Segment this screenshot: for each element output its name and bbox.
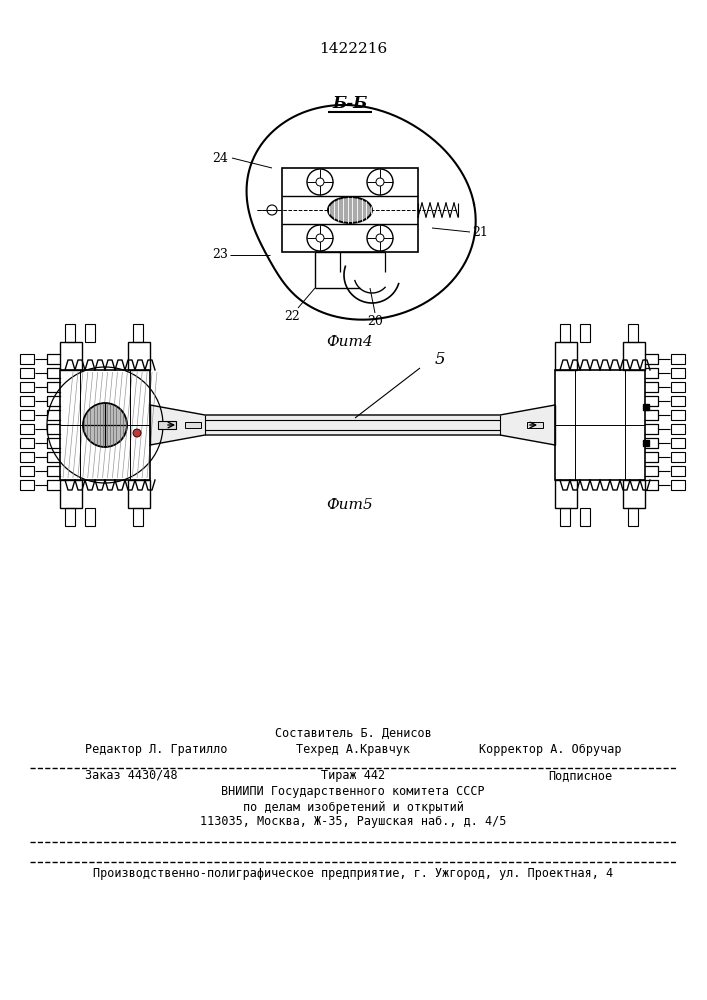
Text: 21: 21 <box>472 226 488 238</box>
Bar <box>20 354 34 364</box>
Bar <box>671 452 685 462</box>
Bar <box>555 342 577 370</box>
Text: 20: 20 <box>367 315 383 328</box>
Text: Техред А.Кравчук: Техред А.Кравчук <box>296 743 410 756</box>
Text: Заказ 4430/48: Заказ 4430/48 <box>85 769 177 782</box>
Bar <box>671 424 685 434</box>
Bar <box>185 422 201 428</box>
Bar <box>560 508 570 526</box>
Bar <box>20 424 34 434</box>
Bar <box>65 324 75 342</box>
Bar <box>133 508 143 526</box>
Bar <box>60 480 82 508</box>
Text: Корректор А. Обручар: Корректор А. Обручар <box>479 743 622 756</box>
Bar <box>20 480 34 490</box>
Bar <box>671 410 685 420</box>
Bar <box>20 396 34 406</box>
Text: Фит5: Фит5 <box>327 498 373 512</box>
Bar <box>65 508 75 526</box>
Text: Подписное: Подписное <box>548 769 612 782</box>
Bar <box>671 368 685 378</box>
Ellipse shape <box>328 197 372 223</box>
Text: 23: 23 <box>212 248 228 261</box>
Circle shape <box>83 403 127 447</box>
Bar <box>623 342 645 370</box>
Bar <box>60 370 150 480</box>
Bar <box>60 342 82 370</box>
Circle shape <box>133 429 141 437</box>
Bar <box>128 342 150 370</box>
Text: Составитель Б. Денисов: Составитель Б. Денисов <box>274 727 431 740</box>
Polygon shape <box>150 405 555 445</box>
Bar <box>555 480 577 508</box>
Bar <box>560 324 570 342</box>
Bar <box>671 466 685 476</box>
Bar <box>85 508 95 526</box>
Bar <box>628 324 638 342</box>
Bar <box>671 438 685 448</box>
Text: 24: 24 <box>212 151 228 164</box>
Bar <box>20 452 34 462</box>
Bar <box>20 438 34 448</box>
Circle shape <box>316 234 324 242</box>
Bar <box>20 382 34 392</box>
Text: 1422216: 1422216 <box>319 42 387 56</box>
Circle shape <box>376 178 384 186</box>
Circle shape <box>376 234 384 242</box>
Bar <box>671 354 685 364</box>
Bar <box>527 422 543 428</box>
Bar <box>20 410 34 420</box>
Text: Б-Б: Б-Б <box>332 95 368 112</box>
Bar <box>671 396 685 406</box>
Bar <box>85 324 95 342</box>
Bar <box>20 368 34 378</box>
Text: по делам изобретений и открытий: по делам изобретений и открытий <box>243 801 463 814</box>
Text: 113035, Москва, Ж-35, Раушская наб., д. 4/5: 113035, Москва, Ж-35, Раушская наб., д. … <box>200 815 506 828</box>
Bar <box>671 480 685 490</box>
Text: Редактор Л. Гратилло: Редактор Л. Гратилло <box>85 743 228 756</box>
Text: 5: 5 <box>435 352 445 368</box>
Text: Тираж 442: Тираж 442 <box>321 769 385 782</box>
Bar <box>628 508 638 526</box>
Circle shape <box>316 178 324 186</box>
Bar <box>623 480 645 508</box>
Text: 22: 22 <box>284 310 300 323</box>
Bar <box>580 508 590 526</box>
Text: Фит4: Фит4 <box>327 335 373 349</box>
Text: ВНИИПИ Государственного комитета СССР: ВНИИПИ Государственного комитета СССР <box>221 785 485 798</box>
Text: Производственно-полиграфическое предприятие, г. Ужгород, ул. Проектная, 4: Производственно-полиграфическое предприя… <box>93 867 613 880</box>
Bar <box>580 324 590 342</box>
Bar <box>282 168 418 252</box>
Bar <box>128 480 150 508</box>
Bar <box>671 382 685 392</box>
Bar <box>133 324 143 342</box>
Bar <box>555 370 645 480</box>
Bar <box>158 421 176 429</box>
Bar <box>20 466 34 476</box>
